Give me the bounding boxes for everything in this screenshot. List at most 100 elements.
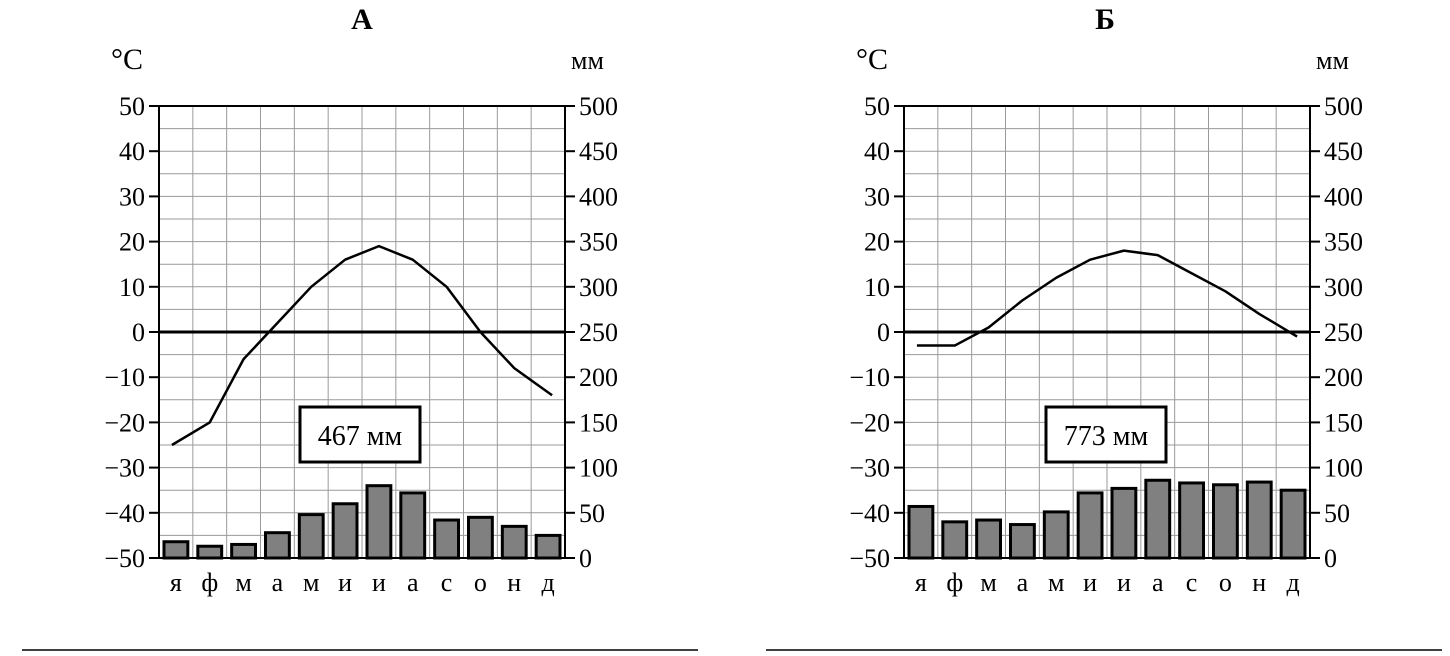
precipitation-bar (1144, 478, 1172, 560)
month-label: а (1017, 568, 1029, 597)
temperature-tick-label: −50 (849, 544, 890, 573)
month-label: и (372, 568, 386, 597)
precipitation-tick-label: 450 (579, 137, 618, 166)
month-label: с (1186, 568, 1198, 597)
temperature-tick-label: 50 (119, 92, 145, 121)
precipitation-bar (162, 540, 190, 560)
precipitation-bar (1178, 481, 1205, 560)
month-label: м (980, 568, 996, 597)
month-label: ф (201, 568, 218, 597)
climatogram-b: 50403020100−10−20−30−40−5050045040035030… (766, 3, 1442, 651)
precipitation-tick-label: 150 (1324, 408, 1363, 437)
temperature-tick-label: 0 (132, 318, 145, 347)
precipitation-tick-label: 200 (579, 363, 618, 392)
month-label: а (1152, 568, 1164, 597)
month-label: я (170, 568, 182, 597)
temperature-tick-label: 30 (864, 182, 890, 211)
precipitation-bar (297, 513, 325, 560)
left-axis-unit: °C (856, 43, 888, 76)
precipitation-bar (433, 518, 460, 560)
precipitation-bar (331, 502, 359, 560)
left-axis-unit: °C (111, 43, 143, 76)
chart-title: Б (1095, 3, 1115, 36)
temperature-tick-label: 40 (119, 137, 145, 166)
precipitation-tick-label: 400 (1324, 182, 1363, 211)
precipitation-tick-label: 0 (579, 544, 592, 573)
precipitation-bar (467, 515, 494, 560)
month-label: а (407, 568, 419, 597)
month-label: д (1286, 568, 1299, 597)
precipitation-bar (1110, 486, 1138, 560)
precipitation-bar (365, 484, 393, 560)
precipitation-tick-label: 200 (1324, 363, 1363, 392)
month-label: а (272, 568, 284, 597)
temperature-tick-label: 0 (877, 318, 890, 347)
precipitation-tick-label: 250 (579, 318, 618, 347)
temperature-tick-label: −10 (104, 363, 145, 392)
precipitation-tick-label: 100 (1324, 454, 1363, 483)
temperature-tick-label: −40 (104, 499, 145, 528)
chart-title: А (351, 3, 373, 36)
precipitation-tick-label: 300 (579, 273, 618, 302)
temperature-tick-label: 50 (864, 92, 890, 121)
precipitation-bar (1076, 491, 1104, 560)
month-label: м (1048, 568, 1064, 597)
precipitation-bar (975, 518, 1003, 560)
temperature-tick-label: −20 (849, 408, 890, 437)
climatogram-a: 50403020100−10−20−30−40−5050045040035030… (22, 3, 698, 651)
temperature-tick-label: −40 (849, 499, 890, 528)
precipitation-tick-label: 50 (1324, 499, 1350, 528)
month-label: и (1083, 568, 1097, 597)
temperature-tick-label: 20 (864, 228, 890, 257)
precipitation-tick-label: 250 (1324, 318, 1363, 347)
precipitation-tick-label: 0 (1324, 544, 1337, 573)
precipitation-tick-label: 500 (1324, 92, 1363, 121)
temperature-tick-label: 30 (119, 182, 145, 211)
month-label: о (474, 568, 487, 597)
precipitation-bar (399, 491, 427, 560)
temperature-tick-label: 40 (864, 137, 890, 166)
precipitation-bar (1042, 510, 1070, 560)
precipitation-tick-label: 50 (579, 499, 605, 528)
temperature-tick-label: −30 (849, 454, 890, 483)
temperature-line (916, 249, 1298, 347)
temperature-tick-label: 10 (864, 273, 890, 302)
temperature-line (171, 244, 553, 447)
precipitation-bar (500, 524, 528, 560)
annual-total-label: 467 мм (318, 421, 403, 452)
month-label: я (915, 568, 927, 597)
precipitation-bar (1279, 488, 1307, 560)
precipitation-bar (196, 544, 224, 560)
right-axis-unit: мм (571, 46, 604, 75)
month-label: м (235, 568, 251, 597)
month-label: ф (946, 568, 963, 597)
precipitation-tick-label: 400 (579, 182, 618, 211)
month-label: д (541, 568, 554, 597)
annual-total-box (298, 405, 422, 464)
month-label: о (1219, 568, 1232, 597)
precipitation-bar (941, 520, 969, 560)
right-axis-unit: мм (1316, 46, 1349, 75)
month-label: н (1252, 568, 1266, 597)
precipitation-tick-label: 150 (579, 408, 618, 437)
annual-total-box (1044, 405, 1168, 464)
precipitation-bar (1212, 483, 1239, 560)
precipitation-tick-label: 450 (1324, 137, 1363, 166)
annual-total-label: 773 мм (1064, 421, 1149, 452)
precipitation-bar (1009, 523, 1036, 560)
temperature-tick-label: −10 (849, 363, 890, 392)
precipitation-bar (230, 542, 258, 560)
temperature-tick-label: 10 (119, 273, 145, 302)
precipitation-bar (1245, 480, 1273, 560)
precipitation-bar (534, 533, 562, 560)
month-label: и (338, 568, 352, 597)
precipitation-tick-label: 300 (1324, 273, 1363, 302)
precipitation-tick-label: 350 (579, 228, 618, 257)
precipitation-bar (907, 504, 935, 560)
temperature-tick-label: −20 (104, 408, 145, 437)
temperature-tick-label: −50 (104, 544, 145, 573)
precipitation-bar (264, 531, 291, 560)
month-label: н (507, 568, 521, 597)
month-label: и (1117, 568, 1131, 597)
